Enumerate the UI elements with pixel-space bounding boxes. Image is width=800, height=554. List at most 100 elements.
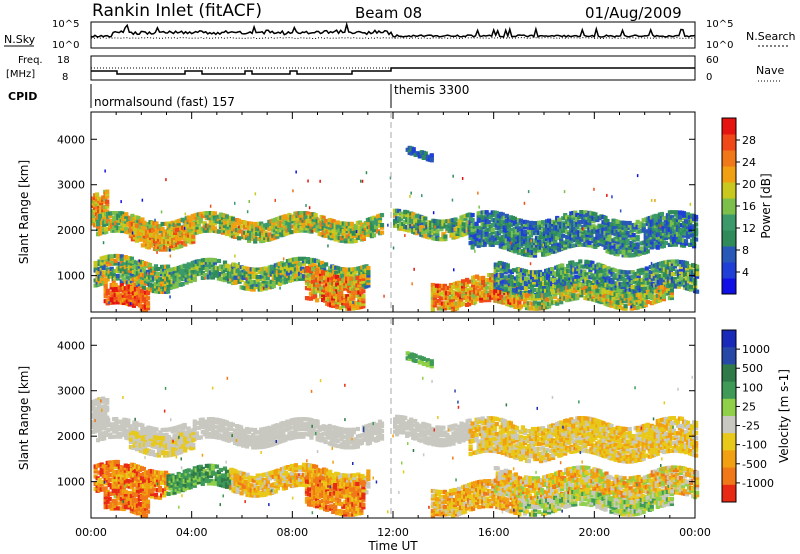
data-cell xyxy=(637,249,642,254)
data-cell xyxy=(202,258,207,263)
data-cell xyxy=(583,225,588,230)
power-colorbar-block xyxy=(722,134,736,151)
data-cell xyxy=(436,293,441,298)
data-cell xyxy=(529,290,535,295)
data-cell xyxy=(587,240,592,245)
data-cell xyxy=(295,259,301,264)
data-cell xyxy=(212,221,217,226)
data-cell xyxy=(451,198,454,202)
data-cell xyxy=(615,222,620,227)
data-cell xyxy=(626,275,631,280)
data-cell xyxy=(669,220,674,225)
data-cell xyxy=(313,213,318,218)
data-cell xyxy=(113,261,118,266)
data-cell xyxy=(590,273,595,278)
data-cell xyxy=(580,276,585,282)
data-cell xyxy=(95,192,100,197)
data-cell xyxy=(503,282,508,287)
data-cell xyxy=(636,174,639,178)
nsky-panel: N.Sky 10^5 10^0 10^5 10^0 N.Search xyxy=(4,19,796,51)
data-cell xyxy=(299,211,304,216)
data-cell xyxy=(624,270,629,275)
data-cell xyxy=(234,201,236,205)
data-cell xyxy=(111,290,116,295)
beam-label: Beam 08 xyxy=(355,4,422,22)
data-cell xyxy=(153,286,159,291)
data-cell xyxy=(282,257,285,261)
data-cell xyxy=(140,243,145,248)
power-x-ticks xyxy=(90,112,696,312)
data-cell xyxy=(140,217,145,222)
data-cell xyxy=(361,294,366,299)
data-cell xyxy=(553,239,558,244)
data-cell xyxy=(598,273,603,278)
data-cell xyxy=(600,279,605,284)
data-cell xyxy=(617,305,622,310)
data-cell xyxy=(336,266,341,271)
data-cell xyxy=(341,224,346,229)
data-cell xyxy=(303,228,308,233)
data-cell xyxy=(627,223,632,228)
data-cell xyxy=(304,268,310,273)
data-cell xyxy=(694,229,699,235)
data-cell xyxy=(477,191,479,195)
data-cell xyxy=(565,239,570,245)
data-cell xyxy=(483,283,488,288)
data-cell xyxy=(350,269,355,275)
data-cell xyxy=(315,268,320,273)
data-cell xyxy=(640,290,645,295)
data-cell xyxy=(498,229,503,234)
data-cell xyxy=(301,256,307,261)
data-cell xyxy=(573,228,578,233)
data-cell xyxy=(436,298,441,303)
data-cell xyxy=(509,277,514,282)
data-cell xyxy=(489,288,494,293)
data-cell xyxy=(153,243,156,247)
data-cell xyxy=(644,276,649,281)
data-cell xyxy=(361,179,364,183)
data-cell xyxy=(669,222,674,227)
data-cell xyxy=(319,179,321,183)
data-cell xyxy=(492,238,497,243)
data-cell xyxy=(371,220,377,225)
data-cell xyxy=(352,301,354,304)
data-cell xyxy=(191,234,196,239)
data-cell xyxy=(351,288,356,294)
data-cell xyxy=(247,272,252,277)
data-cell xyxy=(553,294,558,299)
data-cell xyxy=(99,276,104,281)
data-cell xyxy=(565,214,570,220)
data-cell xyxy=(527,280,533,285)
data-cell xyxy=(366,278,371,283)
data-cell xyxy=(625,238,630,243)
data-cell xyxy=(417,219,422,224)
data-cell xyxy=(120,228,125,234)
data-cell xyxy=(667,217,672,222)
data-cell xyxy=(487,298,492,303)
data-cell xyxy=(105,277,110,282)
data-cell xyxy=(120,200,122,204)
data-cell xyxy=(635,305,640,310)
data-cell xyxy=(255,277,260,282)
data-cell xyxy=(564,277,569,282)
data-cell xyxy=(98,231,103,236)
power-y-tick-label: 4000 xyxy=(57,133,85,146)
data-cell xyxy=(565,216,567,220)
data-cell xyxy=(202,226,207,231)
data-cell xyxy=(629,301,634,306)
data-cell xyxy=(688,222,693,227)
data-cell xyxy=(349,221,354,226)
data-cell xyxy=(313,292,318,297)
data-cell xyxy=(692,244,697,249)
power-colorbar-block xyxy=(722,166,736,183)
data-cell xyxy=(663,218,668,223)
data-cell xyxy=(96,224,101,229)
data-cell xyxy=(483,298,488,303)
data-cell xyxy=(351,306,356,311)
nsearch-trace xyxy=(90,36,696,40)
data-cell xyxy=(155,284,161,289)
data-cell xyxy=(253,285,258,290)
data-cell xyxy=(578,271,583,277)
